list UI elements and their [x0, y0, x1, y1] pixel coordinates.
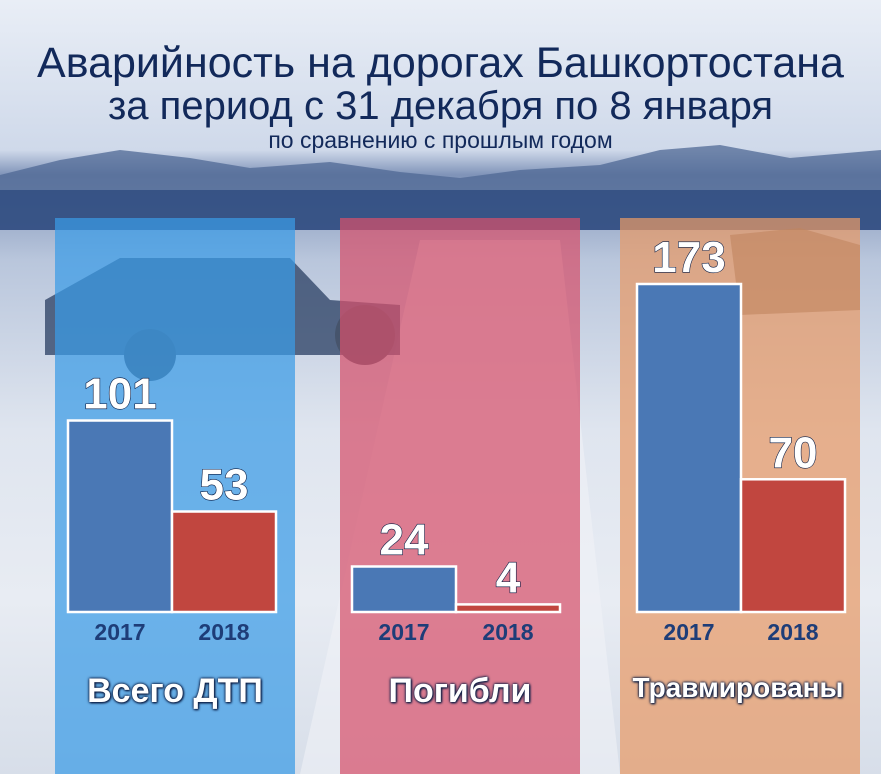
bar-deaths-2018: [454, 603, 562, 614]
category-label-total: Всего ДТП: [87, 672, 263, 710]
category-label-deaths: Погибли: [388, 672, 532, 710]
tick-label-injured-2018: 2018: [767, 619, 818, 645]
data-label-total-2017: 101: [83, 370, 156, 419]
tick-label-deaths-2017: 2017: [378, 619, 429, 645]
bar-total-2018: [170, 510, 278, 614]
chart-subtitle: по сравнению с прошлым годом: [268, 127, 613, 153]
tick-label-total-2018: 2018: [198, 619, 249, 645]
bar-deaths-2017: [350, 565, 458, 614]
data-label-deaths-2017: 24: [380, 515, 429, 564]
data-label-total-2018: 53: [200, 461, 249, 510]
tick-label-total-2017: 2017: [94, 619, 145, 645]
chart-title-line1: Аварийность на дорогах Башкортостана: [37, 39, 844, 87]
data-label-injured-2018: 70: [769, 428, 818, 477]
panel-deaths: [340, 218, 580, 774]
chart-title-line2: за период с 31 декабря по 8 января: [107, 84, 774, 128]
tick-label-deaths-2018: 2018: [482, 619, 533, 645]
category-label-injured: Травмированы: [632, 672, 844, 703]
bar-injured-2018: [739, 478, 847, 614]
data-label-deaths-2018: 4: [496, 553, 521, 602]
bar-total-2017: [66, 419, 174, 614]
data-label-injured-2017: 173: [652, 233, 725, 282]
bar-injured-2017: [635, 282, 743, 614]
tick-label-injured-2017: 2017: [663, 619, 714, 645]
